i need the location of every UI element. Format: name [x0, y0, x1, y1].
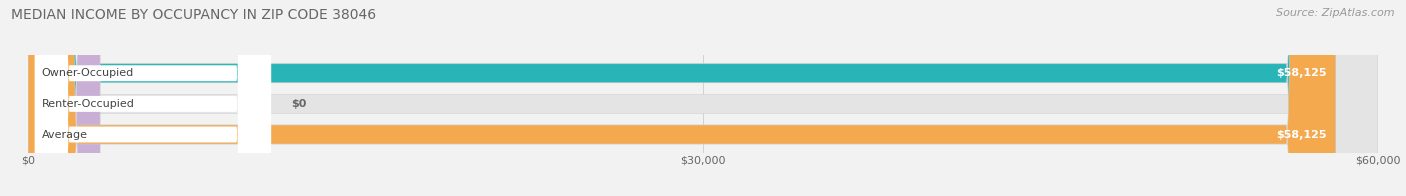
FancyBboxPatch shape [28, 0, 1378, 196]
FancyBboxPatch shape [28, 0, 1378, 196]
FancyBboxPatch shape [28, 0, 1336, 196]
Text: Renter-Occupied: Renter-Occupied [42, 99, 135, 109]
FancyBboxPatch shape [28, 0, 1336, 196]
Text: MEDIAN INCOME BY OCCUPANCY IN ZIP CODE 38046: MEDIAN INCOME BY OCCUPANCY IN ZIP CODE 3… [11, 8, 377, 22]
Text: Average: Average [42, 130, 87, 140]
Text: Owner-Occupied: Owner-Occupied [42, 68, 134, 78]
FancyBboxPatch shape [35, 0, 271, 196]
Text: $58,125: $58,125 [1277, 130, 1327, 140]
FancyBboxPatch shape [35, 0, 271, 196]
Text: $58,125: $58,125 [1277, 68, 1327, 78]
FancyBboxPatch shape [28, 0, 1378, 196]
FancyBboxPatch shape [28, 0, 100, 196]
Text: $0: $0 [291, 99, 307, 109]
Text: Source: ZipAtlas.com: Source: ZipAtlas.com [1277, 8, 1395, 18]
FancyBboxPatch shape [35, 0, 271, 196]
